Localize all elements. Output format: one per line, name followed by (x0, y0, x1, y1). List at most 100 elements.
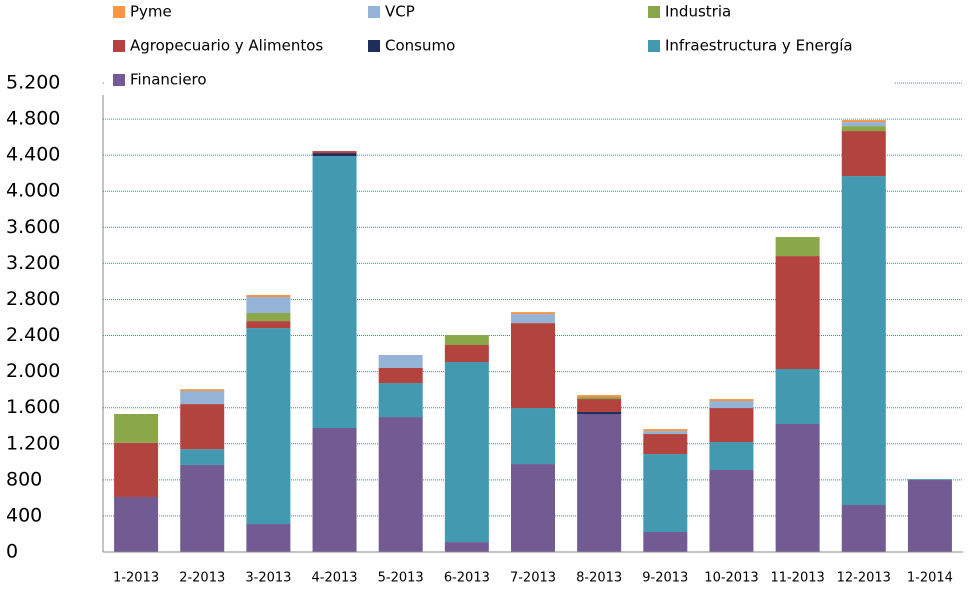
bar-segment (246, 524, 291, 552)
bar-segment (841, 131, 886, 177)
bar-segment (775, 424, 820, 552)
y-tick-label: 2.400 (6, 324, 60, 346)
bar-segment (511, 464, 555, 552)
bar-segment (444, 345, 489, 363)
legend-swatch (113, 6, 125, 18)
x-tick-label: 9-2013 (642, 571, 688, 586)
legend-swatch (368, 6, 380, 18)
y-tick-label: 4.000 (6, 180, 60, 202)
legend-label: VCP (385, 3, 415, 21)
y-tick-label: 3.600 (6, 216, 60, 238)
legend-background (105, 0, 895, 96)
legend-swatch (113, 40, 125, 52)
y-tick-label: 4.400 (6, 144, 60, 166)
bar-segment (841, 176, 886, 506)
x-tick-label: 12-2013 (837, 571, 891, 586)
y-tick-label: 5.200 (6, 72, 60, 94)
bar-segment (643, 434, 688, 455)
bar-segment (312, 427, 357, 552)
y-tick-label: 1.200 (6, 432, 60, 454)
bar-segment (577, 397, 622, 400)
x-tick-label: 5-2013 (378, 571, 424, 586)
legend-swatch (368, 40, 380, 52)
legend-label: Industria (665, 3, 731, 21)
bar-segment (246, 294, 291, 298)
bar-segment (577, 399, 622, 413)
bar-segment (907, 479, 952, 481)
bar-segment (775, 368, 820, 425)
x-tick-label: 7-2013 (510, 571, 556, 586)
bar-segment (180, 464, 225, 552)
bar-segment (312, 153, 357, 157)
bar-segment (577, 395, 622, 398)
y-tick-label: 2.000 (6, 360, 60, 382)
bar-segment (114, 414, 159, 443)
bar-segment (643, 454, 688, 532)
bar-segment (378, 368, 423, 384)
legend-label: Financiero (130, 71, 207, 89)
legend-label: Consumo (385, 37, 455, 55)
x-tick-label: 2-2013 (179, 571, 225, 586)
bar-segment (643, 531, 688, 552)
bar-segment (180, 389, 225, 392)
x-tick-label: 3-2013 (245, 571, 291, 586)
legend-label: Infraestructura y Energía (665, 37, 853, 55)
bar-segment (907, 480, 952, 552)
x-tick-label: 1-2014 (907, 571, 953, 586)
legend-swatch (648, 40, 660, 52)
x-tick-label: 6-2013 (444, 571, 490, 586)
y-tick-label: 2.800 (6, 288, 60, 310)
y-tick-label: 0 (6, 541, 18, 563)
y-tick-label: 800 (6, 468, 42, 490)
bar-segment (511, 323, 555, 409)
bar-segment (841, 126, 886, 132)
legend-label: Pyme (130, 3, 172, 21)
bar-segment (577, 412, 622, 415)
bar-segment (709, 442, 754, 471)
bar-segment (511, 312, 555, 315)
bar-segment (709, 401, 754, 409)
bar-segment (444, 542, 489, 552)
bar-segment (246, 312, 291, 322)
bar-segment (775, 256, 820, 369)
x-tick-label: 11-2013 (770, 571, 824, 586)
bar-segment (643, 431, 688, 435)
bar-segment (246, 297, 291, 313)
bar-segment (180, 404, 225, 450)
bar-segment (246, 321, 291, 329)
bar-segment (841, 120, 886, 123)
x-tick-label: 8-2013 (576, 571, 622, 586)
bar-segment (511, 314, 555, 324)
bar-segment (444, 335, 489, 346)
bar-segment (378, 383, 423, 418)
y-tick-label: 400 (6, 504, 42, 526)
bar-segment (378, 355, 423, 369)
bar-segment (180, 391, 225, 405)
legend-swatch (113, 74, 125, 86)
bar-segment (312, 156, 357, 428)
legend-swatch (648, 6, 660, 18)
y-tick-label: 1.600 (6, 396, 60, 418)
legend-label: Agropecuario y Alimentos (130, 37, 323, 55)
x-tick-label: 4-2013 (312, 571, 358, 586)
bar-segment (444, 362, 489, 543)
x-tick-label: 10-2013 (704, 571, 758, 586)
bar-segment (709, 408, 754, 443)
x-tick-label: 1-2013 (113, 571, 159, 586)
bar-segment (841, 505, 886, 552)
bar-segment (114, 496, 159, 552)
bar-segment (709, 399, 754, 402)
bar-segment (180, 449, 225, 465)
bar-segment (643, 429, 688, 432)
bar-segment (511, 408, 555, 465)
bar-segment (246, 328, 291, 525)
y-tick-label: 3.200 (6, 252, 60, 274)
bar-segment (312, 151, 357, 154)
bar-segment (841, 122, 886, 127)
bar-segment (577, 414, 622, 552)
bar-segment (378, 417, 423, 552)
bar-segment (775, 237, 820, 257)
bar-segment (114, 442, 159, 497)
y-tick-label: 4.800 (6, 108, 60, 130)
